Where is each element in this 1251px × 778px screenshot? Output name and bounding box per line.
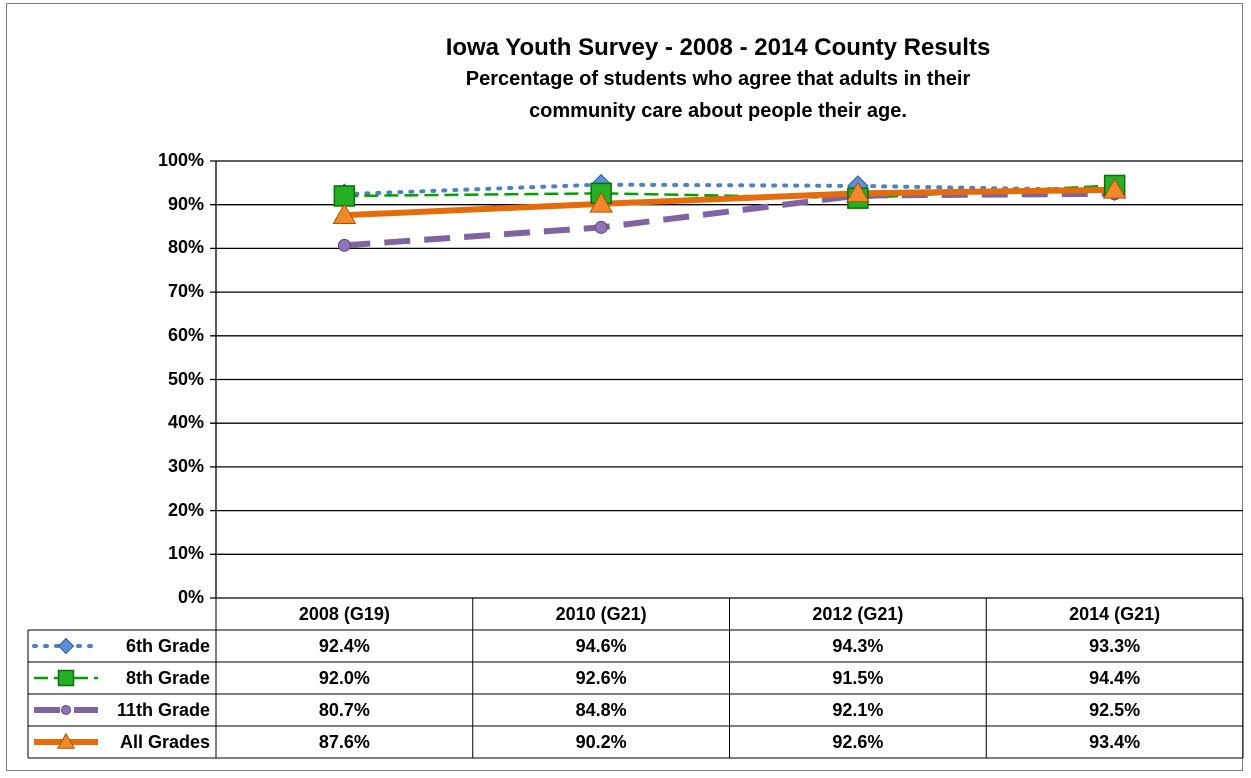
chart-title: Iowa Youth Survey - 2008 - 2014 County R… [445, 34, 991, 61]
data-value-label: 94.6% [575, 636, 627, 656]
data-point [846, 181, 870, 203]
y-tick-label: 50% [167, 368, 204, 389]
y-tick-label: 100% [157, 150, 204, 170]
data-point [1102, 177, 1127, 199]
data-value-label: 91.5% [832, 668, 884, 688]
chart-frame [6, 3, 1243, 771]
data-value-label: 93.3% [1089, 636, 1141, 656]
data-value-label: 92.5% [1089, 700, 1141, 720]
data-point [594, 220, 608, 234]
y-tick-label: 10% [167, 543, 204, 564]
legend-key-marker [57, 637, 75, 655]
data-value-label: 92.0% [318, 668, 370, 688]
y-tick-label: 30% [167, 455, 204, 476]
x-category-label: 2008 (G19) [298, 604, 390, 624]
data-value-label: 90.2% [575, 732, 627, 752]
chart-subtitle-line-1: Percentage of students who agree that ad… [465, 68, 971, 90]
y-tick-label: 60% [167, 324, 204, 345]
legend-key-marker [56, 732, 76, 749]
legend-key-marker [61, 705, 71, 715]
series-name-label: 8th Grade [125, 668, 210, 688]
chart-subtitle-line-2: community care about people their age. [529, 100, 907, 122]
data-point [589, 191, 613, 213]
y-tick-label: 80% [167, 237, 204, 258]
data-value-label: 92.1% [832, 700, 884, 720]
data-value-label: 94.4% [1089, 668, 1141, 688]
data-value-label: 94.3% [832, 636, 884, 656]
data-value-label: 80.7% [318, 700, 370, 720]
data-value-label: 92.6% [832, 732, 884, 752]
data-value-label: 84.8% [575, 700, 627, 720]
series-name-label: 11th Grade [116, 700, 210, 720]
y-tick-label: 70% [167, 281, 204, 302]
data-value-label: 93.4% [1089, 732, 1141, 752]
data-value-label: 87.6% [318, 732, 370, 752]
y-tick-label: 20% [167, 499, 204, 520]
data-point [333, 185, 356, 207]
x-category-label: 2012 (G21) [812, 604, 904, 624]
x-category-label: 2010 (G21) [555, 604, 647, 624]
legend-key-marker [57, 669, 75, 687]
data-point [332, 203, 357, 224]
data-value-label: 92.6% [575, 668, 627, 688]
data-point [337, 238, 351, 252]
series-line [342, 182, 1117, 197]
series-line [344, 186, 1115, 219]
y-tick-label: 90% [167, 193, 204, 214]
series-name-label: 6th Grade [125, 636, 210, 656]
x-category-label: 2014 (G21) [1069, 604, 1161, 624]
data-value-label: 92.4% [318, 636, 370, 656]
series-name-label: All Grades [119, 732, 210, 752]
y-tick-label: 0% [177, 587, 204, 607]
y-tick-label: 40% [167, 412, 204, 433]
series-line [344, 190, 1115, 249]
